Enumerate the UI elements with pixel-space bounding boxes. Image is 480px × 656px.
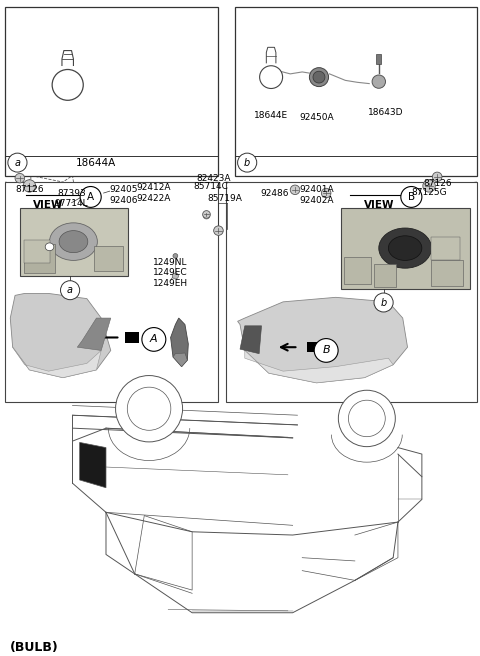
Ellipse shape bbox=[45, 243, 54, 251]
Text: 92486: 92486 bbox=[260, 189, 288, 198]
Bar bbox=[374, 264, 396, 287]
Polygon shape bbox=[120, 333, 139, 342]
Text: a: a bbox=[67, 285, 73, 295]
Text: VIEW: VIEW bbox=[363, 200, 394, 210]
Ellipse shape bbox=[173, 254, 178, 258]
Bar bbox=[20, 208, 128, 276]
Ellipse shape bbox=[372, 75, 385, 89]
Text: B: B bbox=[323, 346, 330, 356]
Bar bbox=[432, 237, 460, 260]
Ellipse shape bbox=[423, 180, 435, 192]
Text: B: B bbox=[408, 192, 415, 202]
Polygon shape bbox=[77, 318, 111, 350]
Ellipse shape bbox=[52, 70, 83, 100]
Ellipse shape bbox=[127, 387, 171, 430]
Text: 87125G: 87125G bbox=[411, 188, 447, 197]
Ellipse shape bbox=[374, 293, 393, 312]
Polygon shape bbox=[298, 342, 317, 352]
Text: 87126: 87126 bbox=[15, 185, 44, 194]
Text: 18644A: 18644A bbox=[76, 157, 117, 168]
Bar bbox=[24, 243, 55, 273]
Text: a: a bbox=[14, 157, 21, 168]
Polygon shape bbox=[10, 293, 111, 378]
Ellipse shape bbox=[49, 223, 97, 260]
Ellipse shape bbox=[238, 153, 257, 172]
Text: 92412A
92422A: 92412A 92422A bbox=[137, 184, 171, 203]
Text: 85719A: 85719A bbox=[207, 194, 242, 203]
Polygon shape bbox=[12, 347, 101, 378]
Ellipse shape bbox=[23, 180, 36, 192]
Ellipse shape bbox=[214, 227, 223, 234]
Ellipse shape bbox=[60, 281, 80, 300]
Ellipse shape bbox=[310, 68, 328, 87]
Ellipse shape bbox=[338, 390, 396, 447]
Text: VIEW: VIEW bbox=[33, 200, 64, 210]
Text: b: b bbox=[244, 157, 250, 168]
Text: 92450A: 92450A bbox=[299, 113, 334, 122]
Bar bbox=[235, 7, 477, 176]
Bar bbox=[432, 260, 463, 285]
Ellipse shape bbox=[80, 186, 101, 207]
Polygon shape bbox=[238, 297, 408, 383]
Text: A: A bbox=[150, 335, 157, 344]
Polygon shape bbox=[80, 442, 106, 488]
Ellipse shape bbox=[116, 375, 182, 442]
Ellipse shape bbox=[432, 172, 442, 182]
Polygon shape bbox=[245, 350, 393, 383]
Bar bbox=[344, 257, 371, 284]
Polygon shape bbox=[170, 318, 188, 367]
Ellipse shape bbox=[172, 273, 179, 279]
Ellipse shape bbox=[203, 213, 210, 219]
Text: 82423A: 82423A bbox=[196, 174, 231, 183]
Text: 87393
97714L: 87393 97714L bbox=[55, 188, 88, 208]
Ellipse shape bbox=[83, 188, 94, 199]
Ellipse shape bbox=[322, 188, 331, 198]
Ellipse shape bbox=[59, 231, 88, 253]
Bar bbox=[5, 7, 218, 176]
Text: 92405
92406: 92405 92406 bbox=[110, 185, 138, 205]
Text: 18643D: 18643D bbox=[368, 108, 404, 117]
Ellipse shape bbox=[401, 186, 422, 207]
Text: 87126: 87126 bbox=[423, 179, 452, 188]
Bar bbox=[5, 182, 218, 402]
Ellipse shape bbox=[348, 400, 385, 437]
Bar bbox=[376, 54, 381, 64]
Ellipse shape bbox=[290, 185, 300, 195]
Text: A: A bbox=[87, 192, 94, 202]
Ellipse shape bbox=[260, 66, 283, 89]
Text: 92401A
92402A: 92401A 92402A bbox=[299, 185, 334, 205]
Ellipse shape bbox=[203, 211, 210, 218]
Ellipse shape bbox=[142, 327, 166, 351]
Ellipse shape bbox=[314, 338, 338, 362]
Text: 18644E: 18644E bbox=[254, 111, 288, 120]
Polygon shape bbox=[240, 326, 262, 354]
Text: 1249NL
1249EC
1249EH: 1249NL 1249EC 1249EH bbox=[153, 258, 188, 287]
Ellipse shape bbox=[15, 173, 24, 183]
Ellipse shape bbox=[313, 72, 325, 83]
Text: 85714C: 85714C bbox=[193, 182, 228, 191]
Text: b: b bbox=[381, 298, 387, 308]
Ellipse shape bbox=[214, 226, 223, 236]
Ellipse shape bbox=[8, 153, 27, 172]
Ellipse shape bbox=[379, 228, 432, 268]
Polygon shape bbox=[173, 353, 187, 367]
Text: (BULB): (BULB) bbox=[10, 641, 59, 653]
Ellipse shape bbox=[388, 236, 422, 260]
Bar bbox=[24, 240, 50, 263]
Bar bbox=[226, 182, 477, 402]
Bar bbox=[94, 245, 123, 272]
Bar bbox=[340, 208, 470, 289]
